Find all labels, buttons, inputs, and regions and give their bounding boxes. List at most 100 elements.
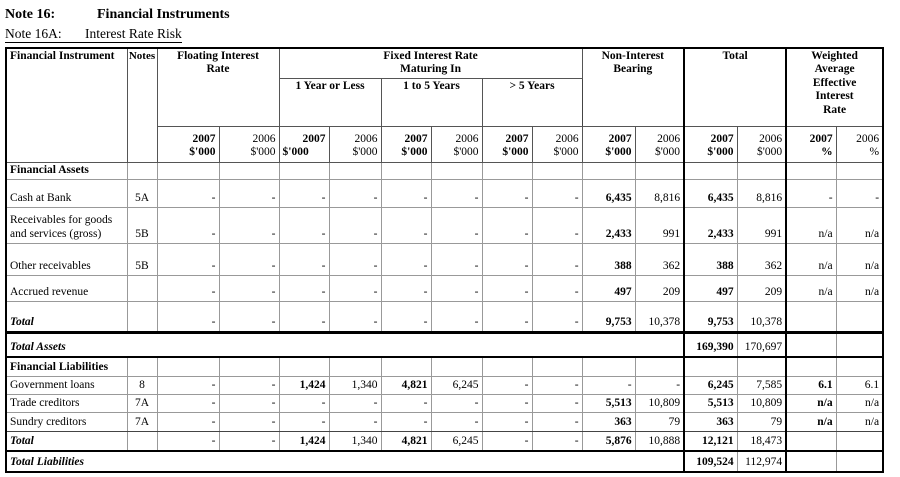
row-label: Other receivables xyxy=(5,242,128,276)
value-cell: - xyxy=(430,242,483,276)
value-cell: - xyxy=(218,411,280,432)
value-cell: 7,585 xyxy=(736,375,787,395)
value-cell xyxy=(278,356,330,377)
note-cell xyxy=(126,356,158,377)
row-label: Accrued revenue xyxy=(5,274,128,302)
value-cell: 363 xyxy=(683,411,738,432)
year-column-header: 2006 $'000 xyxy=(736,125,787,163)
value-cell xyxy=(835,300,884,334)
value-cell: 10,809 xyxy=(736,393,787,413)
col-header-fixed-interest-rate-maturing-in: Fixed Interest Rate Maturing In xyxy=(278,47,583,79)
value-cell: 79 xyxy=(634,411,685,432)
note-cell xyxy=(126,274,158,302)
row-label: Sundry creditors xyxy=(5,411,128,432)
value-cell: - xyxy=(835,178,884,208)
row-label: Receivables for goods and services (gros… xyxy=(5,206,128,244)
value-cell: 5,513 xyxy=(683,393,738,413)
value-cell: - xyxy=(156,206,220,244)
value-cell: - xyxy=(156,274,220,302)
value-cell: - xyxy=(481,375,533,395)
value-cell: - xyxy=(531,430,583,453)
value-cell xyxy=(736,356,787,377)
value-cell: - xyxy=(430,206,483,244)
value-cell: - xyxy=(156,430,220,453)
value-cell xyxy=(634,356,685,377)
value-cell: - xyxy=(278,411,330,432)
col-header-floating-interest-rate: Floating Interest Rate xyxy=(156,47,280,127)
value-cell: 12,121 xyxy=(683,430,738,453)
value-cell xyxy=(835,331,884,359)
year-header-row: 2007 $'000 2006 $'000 2007 $'000 2006 $'000 2007… xyxy=(6,125,884,163)
year-column-header: 2007 $'000 xyxy=(581,125,636,163)
note-cell: 7A xyxy=(126,411,158,432)
page-title: Note 16: Financial Instruments xyxy=(5,6,900,24)
value-cell: 10,378 xyxy=(634,300,685,334)
value-cell xyxy=(634,161,685,180)
value-cell xyxy=(218,356,280,377)
row-label: Financial Assets xyxy=(5,161,128,180)
year-column-header: 2007 $'000 xyxy=(683,125,738,163)
value-cell: 79 xyxy=(736,411,787,432)
table-row: Financial Liabilities xyxy=(5,356,884,377)
row-label: Trade creditors xyxy=(5,393,128,413)
note-cell xyxy=(126,161,158,180)
value-cell: - xyxy=(278,178,330,208)
col-header-weighted-average-effective-interest-rate: Weighted Average Effective Interest Rate xyxy=(785,47,884,127)
year-column-header: 2006 $'000 xyxy=(634,125,685,163)
table-row: Total Assets 169,390 170,697 xyxy=(5,331,884,359)
row-label: Government loans xyxy=(5,375,128,395)
row-label: Total xyxy=(5,300,128,334)
value-cell xyxy=(430,161,483,180)
value-cell: - xyxy=(218,274,280,302)
value-cell xyxy=(531,356,583,377)
value-cell xyxy=(736,161,787,180)
col-header-notes: Notes xyxy=(126,47,158,163)
row-label: Financial Liabilities xyxy=(5,356,128,377)
year-column-header: 2006 $'000 xyxy=(218,125,280,163)
value-cell xyxy=(481,161,533,180)
value-cell: 6,435 xyxy=(683,178,738,208)
row-label: Total Assets xyxy=(5,331,685,359)
value-cell: - xyxy=(481,178,533,208)
value-cell: n/a xyxy=(785,274,837,302)
value-cell: - xyxy=(531,300,583,334)
table-row: Trade creditors 7A - - - - - - - -5,513 10,809 5,51… xyxy=(5,393,884,413)
value-cell: 10,888 xyxy=(634,430,685,453)
value-cell: - xyxy=(531,411,583,432)
value-cell: - xyxy=(380,300,432,334)
note-cell: 5B xyxy=(126,206,158,244)
col-header-1-year-or-less: 1 Year or Less xyxy=(278,77,382,127)
year-column-header: 2007 $'000 xyxy=(278,125,330,163)
note-cell: 5A xyxy=(126,178,158,208)
value-cell xyxy=(481,356,533,377)
value-cell xyxy=(380,161,432,180)
table-row: Financial Assets xyxy=(5,161,884,180)
year-column-header: 2007 $'000 xyxy=(380,125,432,163)
value-cell: - xyxy=(218,206,280,244)
value-cell: 8,816 xyxy=(634,178,685,208)
value-cell: n/a xyxy=(835,242,884,276)
value-cell: - xyxy=(156,375,220,395)
value-cell: 112,974 xyxy=(736,450,787,474)
sub-title-row: Note 16A: Interest Rate Risk xyxy=(5,24,900,43)
value-cell: 4,821 xyxy=(380,430,432,453)
value-cell: - xyxy=(380,206,432,244)
note-cell: 5B xyxy=(126,242,158,276)
table-row: Accrued revenue - - - - - - - -497 209 497 209 n/a n/… xyxy=(5,274,884,302)
value-cell xyxy=(380,356,432,377)
value-cell: 5,513 xyxy=(581,393,636,413)
value-cell: n/a xyxy=(785,411,837,432)
value-cell: - xyxy=(278,300,330,334)
year-column-header: 2006% xyxy=(835,125,884,163)
value-cell: 1,424 xyxy=(278,375,330,395)
value-cell: 209 xyxy=(634,274,685,302)
note-number-label: Note 16: xyxy=(5,7,56,22)
value-cell: 2,433 xyxy=(683,206,738,244)
value-cell: - xyxy=(328,242,382,276)
value-cell: 6,245 xyxy=(430,375,483,395)
value-cell: 8,816 xyxy=(736,178,787,208)
value-cell: - xyxy=(481,393,533,413)
value-cell: - xyxy=(328,274,382,302)
value-cell: 4,821 xyxy=(380,375,432,395)
